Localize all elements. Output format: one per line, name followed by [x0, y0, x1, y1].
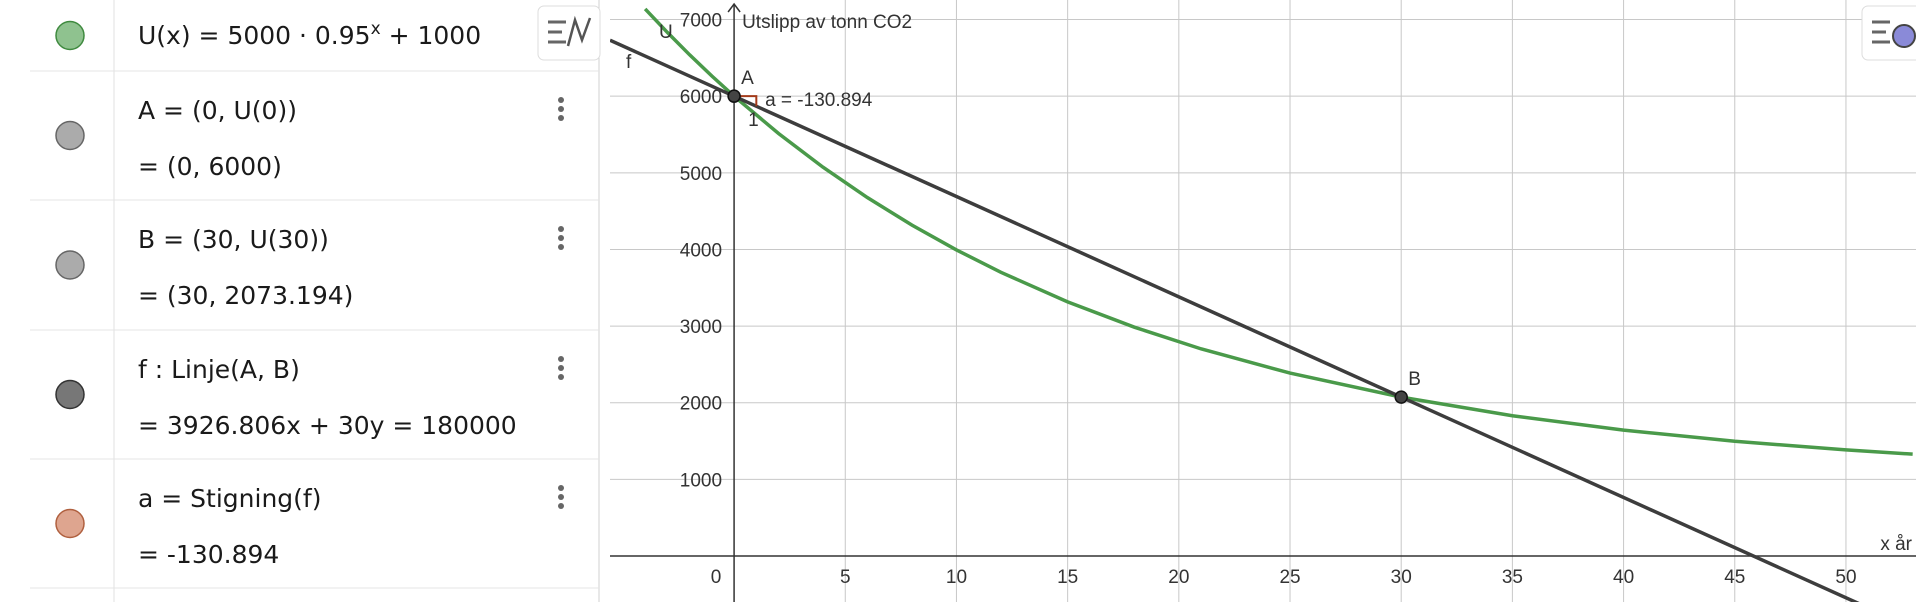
item-color-dot — [55, 250, 85, 280]
x-tick-label: 35 — [1502, 567, 1523, 588]
point — [727, 89, 741, 103]
menu-dot — [558, 374, 564, 380]
menu-dot — [558, 106, 564, 112]
y-tick-label: 2000 — [680, 394, 722, 415]
x-tick-label: 45 — [1724, 567, 1745, 588]
point-label: A — [741, 68, 754, 89]
item-menu[interactable] — [558, 356, 564, 380]
graphics-view: 0 5 10 15 20 25 30 35 40 45 50 1000 2000 3000 4000 5000… — [610, 0, 1916, 602]
item-value: = 3926.806x + 30y = 180000 — [138, 411, 517, 440]
menu-dot — [558, 115, 564, 121]
point-label: B — [1408, 369, 1421, 390]
item-color-dot — [55, 379, 85, 410]
item-definition: a = Stigning(f) — [138, 484, 321, 513]
y-tick-label: 3000 — [680, 317, 722, 338]
item-color-dot — [55, 120, 85, 151]
curve-label: U — [659, 22, 673, 43]
algebra-panel — [0, 0, 599, 602]
function-curve — [610, 38, 1860, 602]
x-tick-label: 10 — [946, 567, 967, 588]
menu-dot — [558, 365, 564, 371]
definition-end: + 1000 — [381, 21, 481, 50]
menu-dot — [558, 485, 564, 491]
menu-dot — [558, 97, 564, 103]
x-tick-label: 40 — [1613, 567, 1634, 588]
item-menu[interactable] — [558, 97, 564, 121]
menu-dot — [558, 244, 564, 250]
item-color-dot — [55, 508, 85, 539]
exponent: x — [371, 19, 381, 39]
menu-dot — [558, 235, 564, 241]
menu-dot — [558, 226, 564, 232]
y-tick-label: 6000 — [680, 87, 722, 108]
definition-text: B = (30, U(30)) — [138, 225, 329, 254]
definition-text: f : Linje(A, B) — [138, 355, 300, 384]
item-menu[interactable] — [558, 226, 564, 250]
item-color-dot — [55, 20, 85, 51]
item-menu[interactable] — [558, 485, 564, 509]
menu-dot — [558, 356, 564, 362]
x-tick-label: 50 — [1835, 567, 1856, 588]
item-definition: A = (0, U(0)) — [138, 96, 297, 125]
algebra-items: U(x) = 5000 · 0.95x + 1000 A = (0, U(0)) =… — [30, 19, 599, 589]
item-definition: U(x) = 5000 · 0.95x + 1000 — [138, 19, 481, 50]
menu-dot — [558, 503, 564, 509]
x-axis-label: x år — [1880, 534, 1912, 555]
item-value: = (0, 6000) — [138, 152, 282, 181]
x-tick-label: 5 — [840, 567, 851, 588]
graphics-style-button[interactable] — [1861, 5, 1916, 61]
item-value: = (30, 2073.194) — [138, 281, 353, 310]
x-tick-label: 25 — [1279, 567, 1300, 588]
curve-label: f — [626, 52, 632, 73]
item-value: = -130.894 — [138, 540, 279, 569]
x-tick-label: 20 — [1168, 567, 1189, 588]
definition-text: a = Stigning(f) — [138, 484, 321, 513]
y-axis-label: Utslipp av tonn CO2 — [742, 12, 912, 33]
slope-run-label: 1 — [748, 110, 759, 131]
slope-label: a = -130.894 — [765, 90, 873, 111]
x-tick-label: 0 — [711, 567, 722, 588]
item-definition: B = (30, U(30)) — [138, 225, 329, 254]
x-tick-label: 15 — [1057, 567, 1078, 588]
y-tick-label: 7000 — [680, 11, 722, 32]
point — [1394, 390, 1408, 404]
style-bar-button[interactable] — [537, 5, 601, 61]
y-tick-label: 4000 — [680, 240, 722, 261]
item-definition: f : Linje(A, B) — [138, 355, 300, 384]
y-axis-arrow — [727, 2, 741, 13]
slope-triangle — [734, 95, 758, 107]
function-curve — [643, 7, 1913, 456]
x-tick-label: 30 — [1391, 567, 1412, 588]
y-tick-label: 1000 — [680, 470, 722, 491]
definition-text: U(x) = 5000 · 0.95 — [138, 21, 371, 50]
definition-text: A = (0, U(0)) — [138, 96, 297, 125]
menu-dot — [558, 494, 564, 500]
y-tick-label: 5000 — [680, 164, 722, 185]
